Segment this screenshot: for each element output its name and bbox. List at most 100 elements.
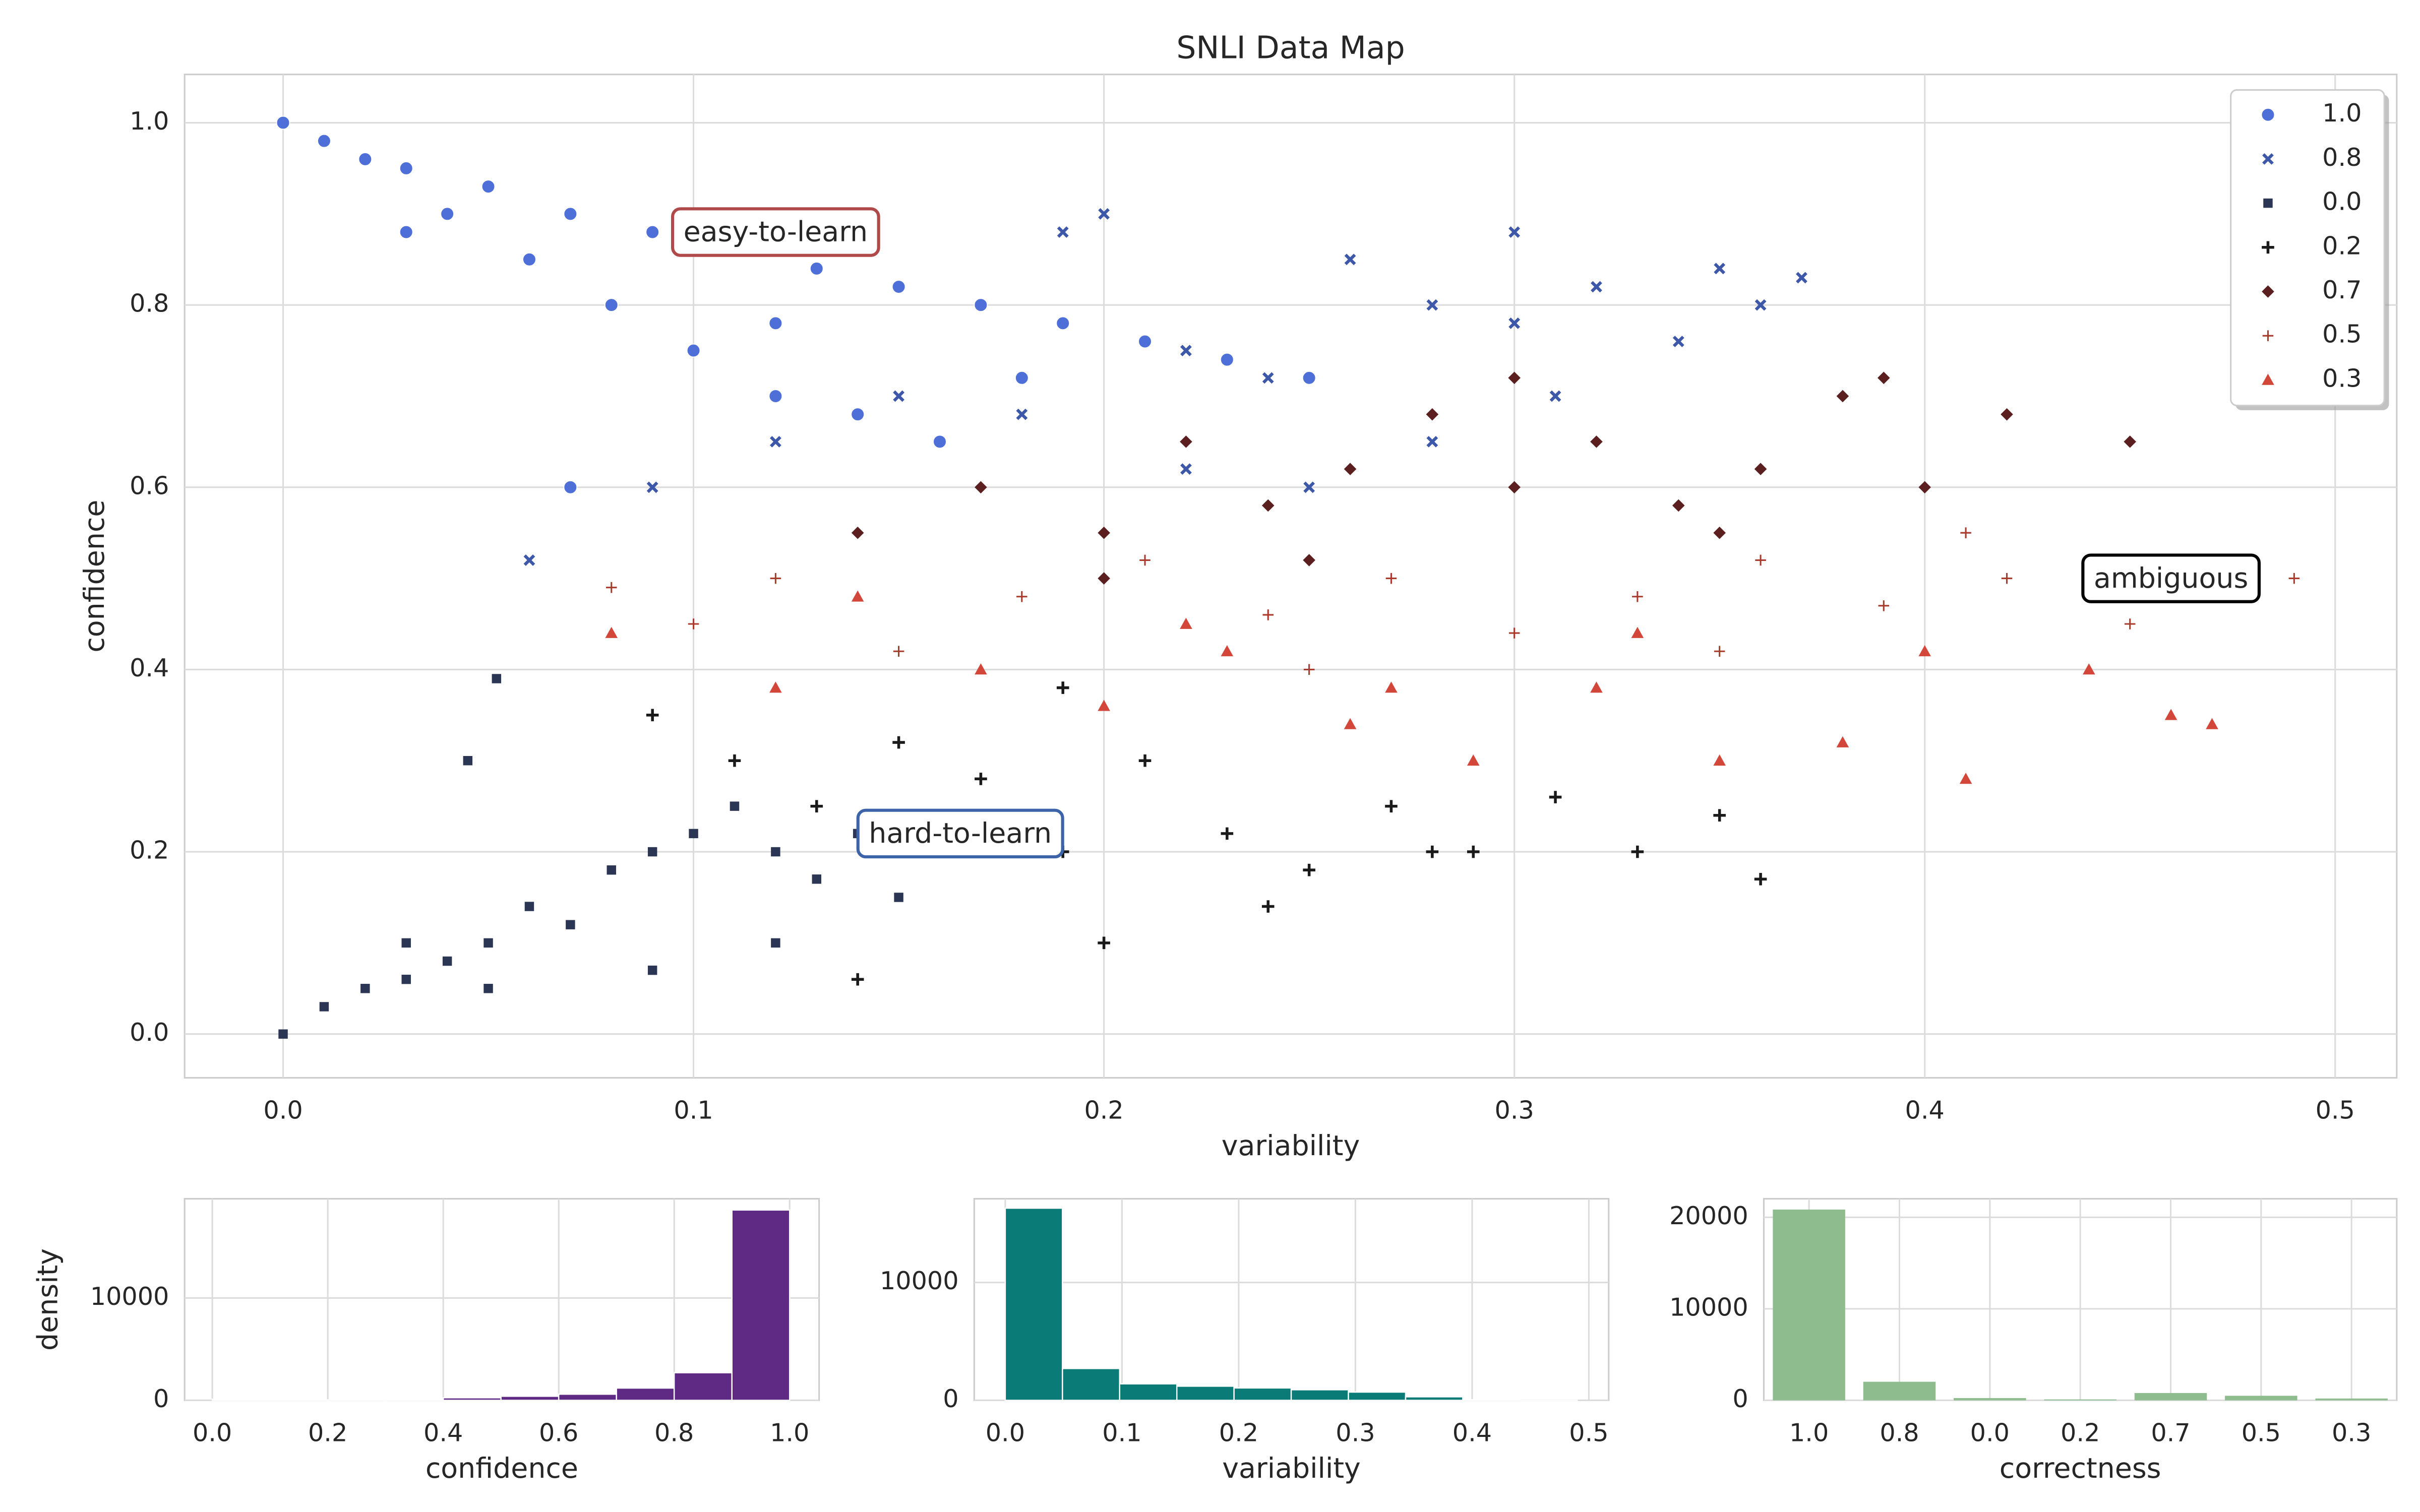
x-tick-label: 0.3 [1336,1418,1375,1447]
series [646,681,1767,986]
point [1549,791,1562,803]
y-tick-label: 0.0 [130,1018,169,1047]
point [1180,345,1192,356]
point [647,847,657,857]
point [1098,208,1110,220]
point [1754,872,1767,886]
y-tick-label: 0.4 [130,653,169,682]
point [771,847,780,857]
point [1098,700,1110,711]
bar [2225,1396,2297,1401]
y-tick-label: 20000 [1669,1201,1748,1230]
series [606,527,2300,675]
bar [1004,1207,1063,1401]
point [1549,390,1561,402]
x-tick-label: 0.0 [263,1096,302,1125]
series [278,674,903,1039]
bar [1954,1398,2026,1401]
point [1754,299,1767,311]
point [523,554,535,566]
annotation: ambiguous [2081,553,2261,603]
point [1590,435,1603,448]
point [1344,463,1357,475]
x-tick-label: 0.2 [1084,1096,1123,1125]
point [1918,645,1931,657]
x-tick-label: 0.8 [1880,1418,1919,1447]
point [1878,600,1890,611]
annotation: easy-to-learn [671,207,880,257]
point [730,801,740,811]
point [1508,317,1521,329]
point [1631,845,1644,858]
point [1713,754,1726,766]
point [276,115,290,130]
point [1016,591,1027,602]
point [2001,573,2013,584]
point [645,225,660,239]
point [401,974,411,984]
bar [1062,1368,1120,1401]
point [483,984,493,993]
x-tick-label: 0.4 [424,1418,463,1447]
point [1221,645,1234,657]
point [1467,845,1480,858]
point [892,736,905,749]
bar [1348,1391,1407,1401]
point [607,865,616,875]
legend-marker [2262,241,2274,254]
x-tick-label: 1.0 [770,1418,809,1447]
legend-label: 0.8 [2322,143,2362,172]
y-tick-label: 0 [1732,1384,1748,1413]
point [933,434,947,449]
point [851,590,864,602]
y-axis-label: confidence [79,500,111,653]
point [974,298,988,312]
point [1262,609,1274,620]
point [1714,646,1725,657]
bar [616,1387,675,1401]
x-tick-label: 1.0 [1789,1418,1829,1447]
point [1344,718,1357,729]
bar [1290,1389,1349,1401]
x-tick-label: 0.5 [2242,1418,2281,1447]
y-tick-label: 0.6 [130,471,169,500]
point [605,626,618,638]
plot-area [184,74,2398,1079]
x-tick-label: 0.5 [2316,1096,2355,1125]
y-axis-label: density [32,1248,65,1351]
bar [442,1397,502,1401]
x-axis-label: variability [1222,1130,1360,1162]
point [360,984,370,993]
point [1754,463,1767,475]
point [1918,481,1931,494]
point [1138,754,1152,767]
y-tick-label: 1.0 [130,106,169,136]
point [768,316,783,331]
x-tick-label: 0.1 [674,1096,713,1125]
point [1056,316,1070,331]
x-tick-label: 0.2 [308,1418,347,1447]
annotation-text: ambiguous [2094,562,2248,595]
bar [1863,1381,1936,1401]
plot-area [184,1198,820,1401]
x-tick-label: 0.0 [1970,1418,2010,1447]
point [893,646,904,657]
point [1138,334,1152,349]
point [481,179,496,194]
point [1714,263,1726,275]
point [1303,664,1315,675]
x-tick-label: 0.4 [1905,1096,1945,1125]
point [728,754,741,767]
point [975,773,987,785]
point [399,161,413,175]
legend-label: 0.7 [2322,275,2362,304]
point [483,938,493,948]
y-tick-label: 0 [943,1384,958,1413]
point [1180,617,1192,629]
x-tick-label: 0.8 [654,1418,694,1447]
bar [1119,1383,1178,1401]
bar [673,1372,733,1401]
annotation-box [2081,553,2261,603]
point [399,225,413,239]
x-tick-label: 0.7 [2151,1418,2190,1447]
